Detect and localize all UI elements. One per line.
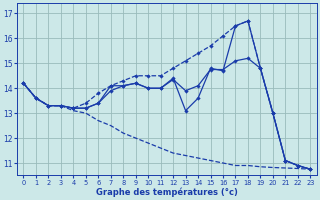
X-axis label: Graphe des températures (°c): Graphe des températures (°c) bbox=[96, 187, 238, 197]
